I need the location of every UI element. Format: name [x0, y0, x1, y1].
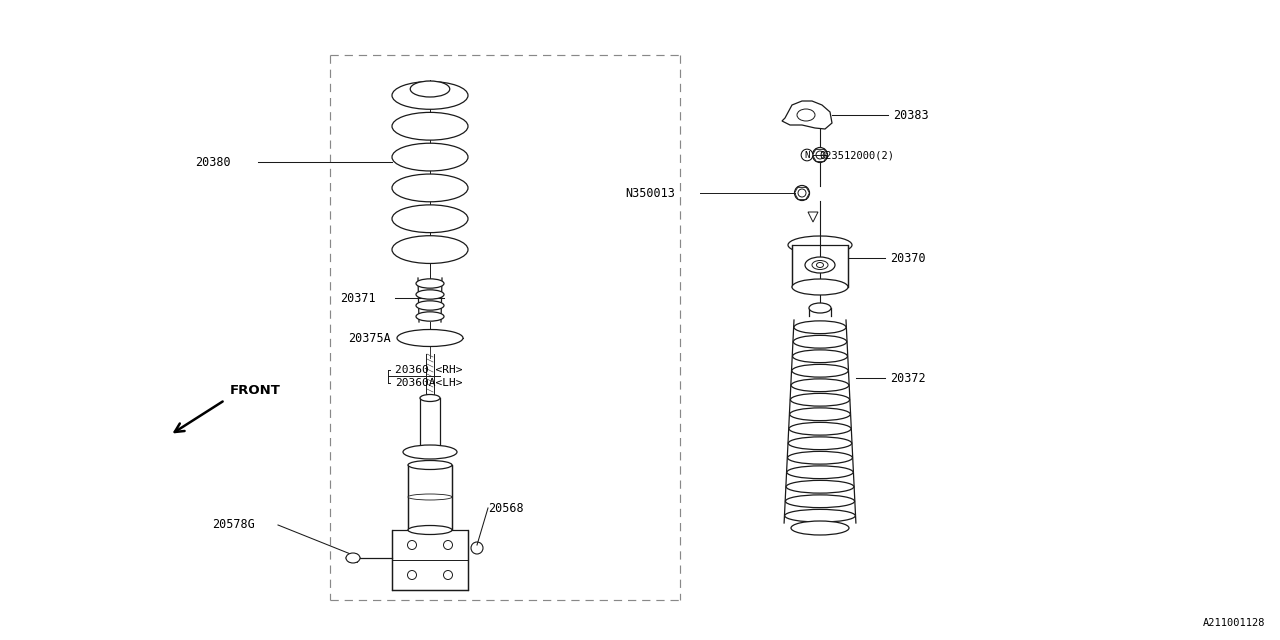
Ellipse shape	[397, 330, 463, 346]
Text: 023512000(2): 023512000(2)	[819, 150, 893, 160]
Ellipse shape	[416, 301, 444, 310]
Ellipse shape	[794, 335, 846, 348]
Ellipse shape	[788, 422, 851, 435]
Ellipse shape	[416, 290, 444, 299]
Bar	[392, 530, 468, 590]
Ellipse shape	[416, 279, 444, 288]
Text: 20372: 20372	[890, 371, 925, 385]
Text: 20360A<LH>: 20360A<LH>	[396, 378, 462, 388]
Ellipse shape	[408, 494, 452, 500]
Ellipse shape	[786, 495, 855, 508]
Ellipse shape	[416, 312, 444, 321]
Polygon shape	[782, 101, 832, 129]
Bar	[408, 465, 452, 530]
Ellipse shape	[787, 451, 852, 464]
Text: 20360 <RH>: 20360 <RH>	[396, 365, 462, 375]
Text: 20568: 20568	[488, 502, 524, 515]
Ellipse shape	[797, 109, 815, 121]
Text: N: N	[804, 150, 810, 159]
Bar	[792, 245, 849, 287]
Ellipse shape	[790, 408, 850, 420]
Text: 20371: 20371	[340, 291, 375, 305]
Ellipse shape	[805, 257, 835, 273]
Ellipse shape	[420, 394, 440, 401]
Ellipse shape	[792, 350, 847, 363]
Ellipse shape	[392, 236, 468, 264]
Text: A211001128: A211001128	[1202, 618, 1265, 628]
Ellipse shape	[791, 521, 849, 535]
Ellipse shape	[403, 445, 457, 459]
Ellipse shape	[392, 205, 468, 232]
Ellipse shape	[392, 113, 468, 140]
Ellipse shape	[809, 303, 831, 313]
Ellipse shape	[788, 437, 851, 450]
Text: 20375A: 20375A	[348, 332, 390, 344]
Ellipse shape	[791, 394, 850, 406]
Ellipse shape	[411, 81, 449, 97]
Text: N350013: N350013	[625, 186, 675, 200]
Ellipse shape	[786, 481, 854, 493]
Ellipse shape	[792, 279, 849, 295]
Ellipse shape	[791, 379, 849, 392]
Ellipse shape	[788, 236, 852, 254]
Ellipse shape	[346, 553, 360, 563]
Ellipse shape	[392, 174, 468, 202]
Ellipse shape	[792, 364, 849, 377]
Ellipse shape	[787, 466, 854, 479]
Ellipse shape	[408, 525, 452, 534]
Polygon shape	[808, 212, 818, 222]
Ellipse shape	[794, 321, 846, 333]
Ellipse shape	[392, 143, 468, 171]
Text: 20370: 20370	[890, 252, 925, 264]
Text: 20383: 20383	[893, 109, 928, 122]
Ellipse shape	[785, 509, 855, 522]
Ellipse shape	[392, 81, 468, 109]
Text: FRONT: FRONT	[230, 384, 280, 397]
Ellipse shape	[408, 461, 452, 470]
Text: 20578G: 20578G	[212, 518, 255, 531]
Text: 20380: 20380	[195, 156, 230, 168]
